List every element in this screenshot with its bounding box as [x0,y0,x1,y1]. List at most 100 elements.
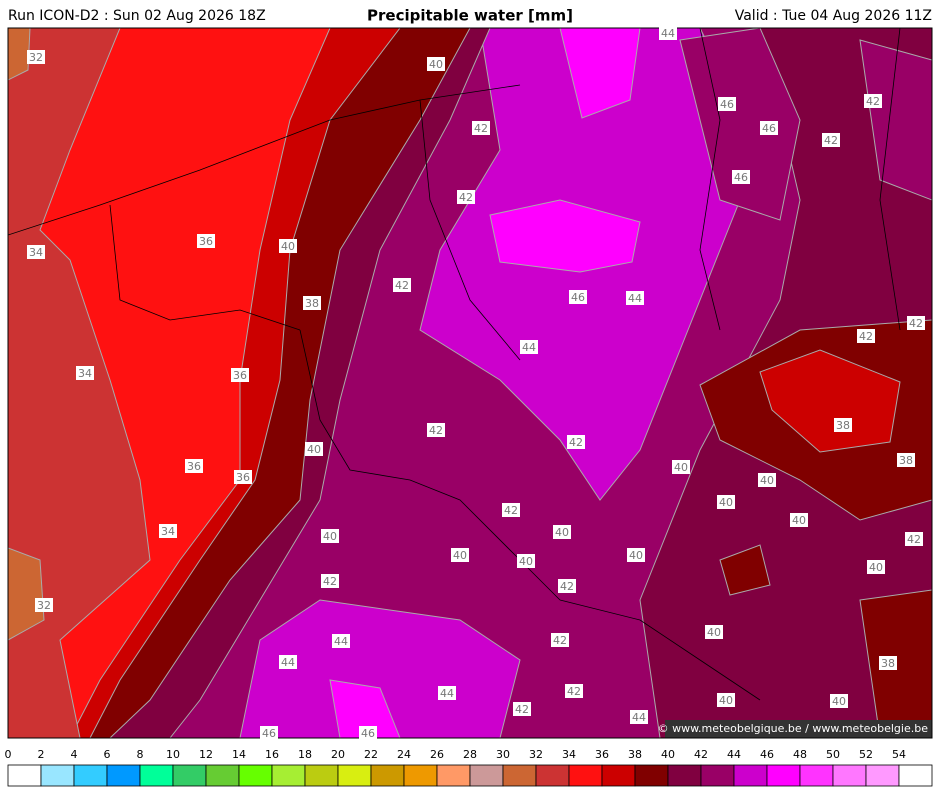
contour-label: 46 [571,291,585,304]
contour-label: 40 [281,240,295,253]
contour-label-box [672,460,690,474]
legend-tick-label: 6 [104,748,111,761]
contour-label: 42 [567,685,581,698]
legend-swatch [73,764,108,787]
contour-label-box [857,329,875,343]
legend-tick-label: 40 [661,748,675,761]
legend-swatch [799,764,834,787]
contour-label-box [717,693,735,707]
contour-label-box [630,710,648,724]
contour-label: 46 [361,727,375,740]
contour-label-box [834,418,852,432]
legend-tick-label: 48 [793,748,807,761]
contour-label-box [717,495,735,509]
contour-label: 42 [907,533,921,546]
legend-tick-label: 10 [166,748,180,761]
legend-tick-label: 26 [430,748,444,761]
contour-label-box [427,423,445,437]
map-title: Precipitable water [mm] [367,7,573,25]
legend-swatch [469,764,504,787]
contour-label: 36 [199,235,213,248]
contour-label-box [867,560,885,574]
contour-label-box [905,532,923,546]
contour-label: 42 [323,575,337,588]
legend-swatch [601,764,636,787]
legend-swatch [568,764,603,787]
legend-tick-label: 0 [5,748,12,761]
contour-label: 42 [395,279,409,292]
contour-label-box [451,548,469,562]
contour-label-box [332,634,350,648]
contour-label-box [732,170,750,184]
contour-label-box [705,625,723,639]
map-frame [7,27,933,739]
contour-label: 44 [628,292,642,305]
contour-label-box [359,726,377,740]
contour-label-box [279,655,297,669]
contour-label-box [438,686,456,700]
contour-label-box [197,234,215,248]
contour-label: 40 [719,694,733,707]
contour-label: 42 [859,330,873,343]
field [329,679,401,738]
contour-label: 40 [674,461,688,474]
legend-tick-label: 50 [826,748,840,761]
legend-swatch [667,764,702,787]
legend-swatch [370,764,405,787]
contour-label: 32 [29,51,43,64]
contour-label: 44 [281,656,295,669]
contour-label-box [659,26,677,40]
contour-label-box [790,513,808,527]
contour-label-box [626,291,644,305]
legend-swatch [139,764,174,787]
legend-tick-label: 34 [562,748,576,761]
contour-label: 38 [881,657,895,670]
legend-swatch [436,764,471,787]
legend-tick-label: 8 [137,748,144,761]
legend-swatch [700,764,735,787]
contour-label: 38 [899,454,913,467]
contour-label-box [27,50,45,64]
color-legend: 0 2 4 6 8 10 12 14 16 18 20 22 24 26 28 30 32 34 36 38 40 42 4… [5,748,933,787]
contour-label-box [321,574,339,588]
contour-label-box [305,442,323,456]
contour-label-box [76,366,94,380]
legend-tick-label: 2 [38,748,45,761]
contour-label: 40 [307,443,321,456]
legend-tick-label: 22 [364,748,378,761]
valid-info: Valid : Tue 04 Aug 2026 11Z [735,8,932,24]
contour-label: 38 [836,419,850,432]
contour-label: 40 [707,626,721,639]
contour-label-box [897,453,915,467]
contour-label: 34 [161,525,175,538]
contour-label: 40 [719,496,733,509]
legend-swatch [40,764,75,787]
legend-tick-label: 42 [694,748,708,761]
contour-label-box [551,633,569,647]
contour-label: 42 [866,95,880,108]
contour-label: 40 [453,549,467,562]
contour-label-box [879,656,897,670]
contour-label: 46 [720,98,734,111]
contour-label-box [627,548,645,562]
legend-tick-label: 16 [265,748,279,761]
contour-label-box [321,529,339,543]
contour-label-box [457,190,475,204]
contour-label: 40 [629,549,643,562]
map-area: © www.meteobelgique.be / www.meteobelgie… [8,28,932,738]
contour-label: 42 [569,436,583,449]
legend-swatch [634,764,669,787]
contour-label: 46 [734,171,748,184]
contour-label: 32 [37,599,51,612]
contour-label-box [558,579,576,593]
copyright: © www.meteobelgique.be / www.meteobelgie… [658,722,929,735]
contour-label: 42 [909,317,923,330]
legend-tick-label: 24 [397,748,411,761]
contour-label-box [185,459,203,473]
contour-label: 40 [519,555,533,568]
legend-swatch [238,764,273,787]
legend-tick-label: 28 [463,748,477,761]
contour-label: 42 [429,424,443,437]
contour-label: 36 [233,369,247,382]
